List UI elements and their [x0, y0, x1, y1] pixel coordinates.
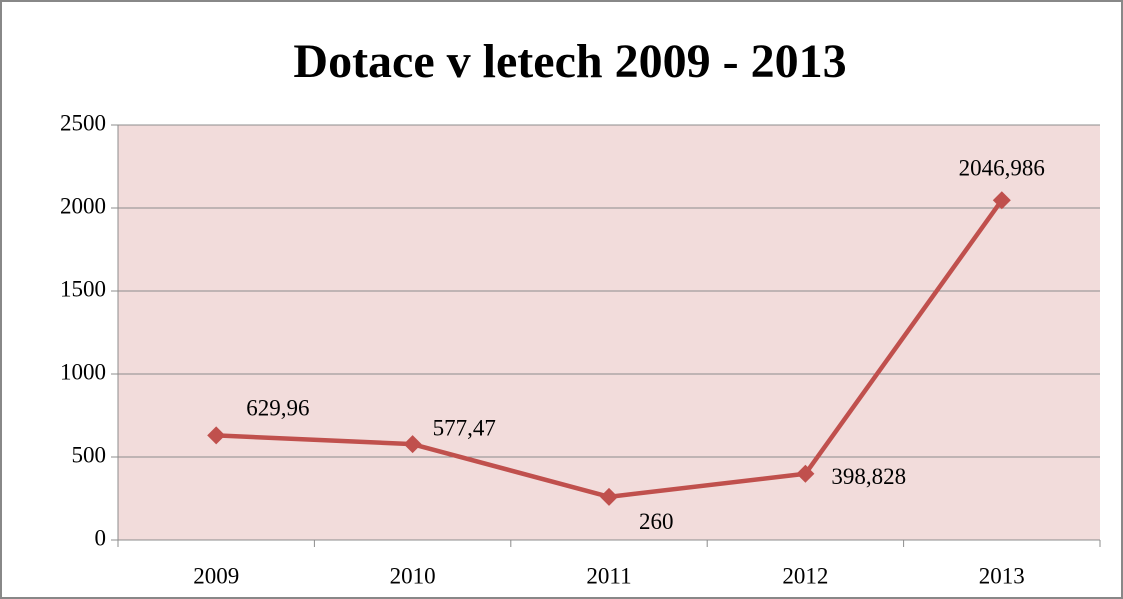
data-label: 260: [639, 509, 674, 534]
data-label: 398,828: [831, 464, 906, 489]
marker: [992, 191, 1011, 210]
chart-title: Dotace v letech 2009 - 2013: [293, 35, 846, 88]
y-tick-label: 1000: [60, 359, 106, 384]
marker: [207, 426, 226, 445]
x-tick-label: 2011: [586, 563, 631, 588]
x-tick-label: 2013: [979, 563, 1025, 588]
x-tick-label: 2009: [193, 563, 239, 588]
y-tick-label: 2500: [60, 110, 106, 135]
y-tick-label: 2000: [60, 193, 106, 218]
x-tick-label: 2010: [390, 563, 436, 588]
data-label: 629,96: [246, 396, 309, 421]
data-label: 577,47: [433, 415, 496, 440]
y-tick-label: 500: [72, 442, 107, 467]
marker: [796, 464, 815, 483]
x-tick-label: 2012: [782, 563, 828, 588]
y-tick-label: 1500: [60, 276, 106, 301]
data-label: 2046,986: [959, 155, 1045, 180]
y-tick-label: 0: [95, 525, 107, 550]
marker: [600, 487, 618, 506]
marker: [403, 435, 422, 454]
plot-area: [118, 125, 1100, 540]
